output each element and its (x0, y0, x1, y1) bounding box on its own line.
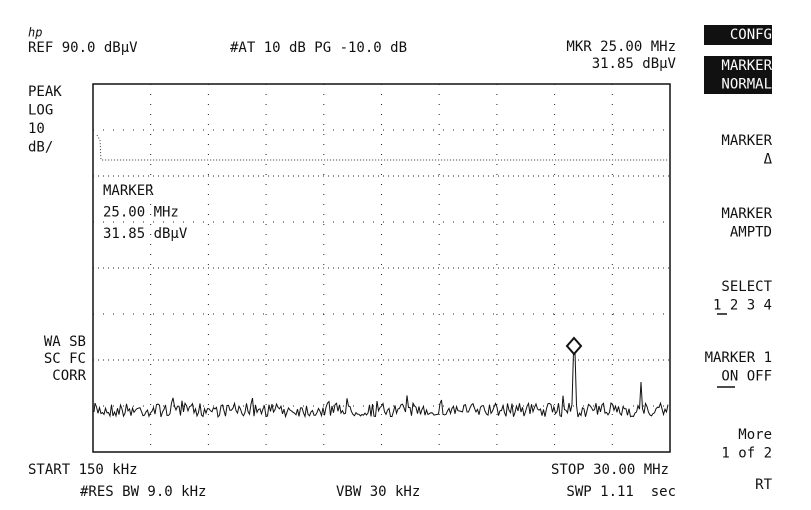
status-flag: WA SB (44, 334, 86, 350)
status-label: 10 (28, 121, 45, 137)
softkey-label[interactable]: AMPTD (730, 225, 772, 241)
marker-frequency: MKR 25.00 MHz (566, 39, 676, 55)
softkey-label[interactable]: RT (755, 477, 772, 493)
softkey-label[interactable]: 1 of 2 (721, 446, 772, 462)
video-bandwidth: VBW 30 kHz (336, 484, 420, 500)
start-frequency: START 150 kHz (28, 462, 138, 478)
softkey-label[interactable]: ON OFF (721, 369, 772, 385)
readout-line: 31.85 dBµV (103, 226, 188, 242)
status-label: dB/ (28, 140, 53, 156)
softkey-label[interactable]: MARKER (721, 206, 772, 222)
softkey-label[interactable]: SELECT (721, 279, 772, 295)
softkey-label[interactable]: Δ (764, 152, 773, 168)
softkey-label[interactable]: More (738, 427, 772, 443)
graticule (93, 84, 670, 452)
readout-line: MARKER (103, 183, 154, 199)
softkey-label[interactable]: NORMAL (721, 77, 772, 93)
marker-amplitude: 31.85 dBµV (592, 56, 677, 72)
attenuation: #AT 10 dB PG -10.0 dB (230, 40, 407, 56)
status-label: LOG (28, 103, 53, 119)
spectrum-trace (93, 351, 669, 419)
status-flag: CORR (52, 368, 86, 384)
ref-level: REF 90.0 dBµV (28, 40, 138, 56)
sweep-time: SWP 1.11 sec (566, 484, 676, 500)
softkey-label[interactable]: 1 2 3 4 (713, 298, 772, 314)
softkey-label[interactable]: MARKER (721, 58, 772, 74)
logo: hp (28, 26, 42, 40)
stop-frequency: STOP 30.00 MHz (551, 462, 669, 478)
trace (93, 134, 670, 419)
marker-readout: MARKER 25.00 MHz 31.85 dBµV (103, 183, 188, 242)
marker-diamond (565, 336, 583, 356)
softkey-label[interactable]: MARKER 1 (705, 350, 772, 366)
resolution-bandwidth: #RES BW 9.0 kHz (80, 484, 206, 500)
softkey-highlight (704, 56, 772, 94)
softkey-highlight (704, 25, 772, 45)
status-flag: SC FC (44, 351, 86, 367)
readout-line: 25.00 MHz (103, 205, 179, 221)
softkeys: CONFG MARKER NORMAL MARKER Δ MARKER AMPTD SELEC… (704, 25, 773, 493)
softkey-label[interactable]: MARKER (721, 133, 772, 149)
status-label: PEAK (28, 84, 62, 100)
softkey-label[interactable]: CONFG (730, 27, 772, 43)
display-line (96, 134, 670, 161)
